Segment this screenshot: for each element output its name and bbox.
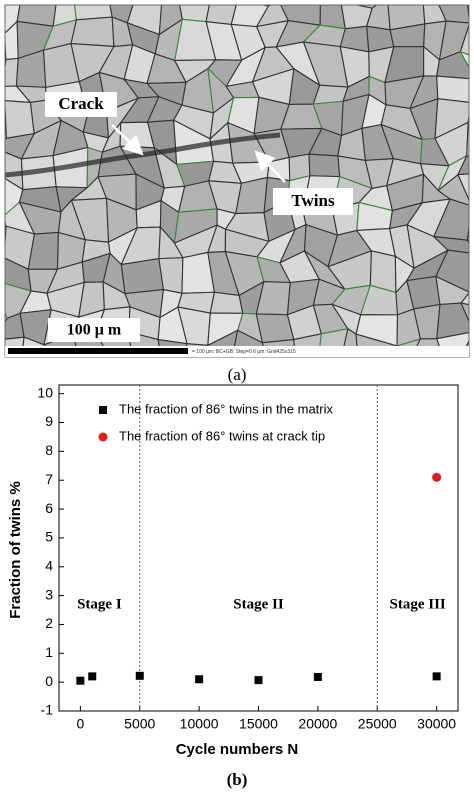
x-tick-label: 0 [76, 716, 84, 732]
x-tick-label: 30000 [417, 716, 456, 732]
stage-label: Stage III [389, 596, 445, 612]
grain [459, 50, 469, 69]
grain [406, 365, 450, 396]
grain [209, 291, 244, 314]
grain [251, 360, 296, 397]
grain [18, 353, 23, 357]
point [88, 672, 97, 681]
grain [457, 155, 469, 176]
grain [134, 368, 163, 399]
stage-label: Stage II [233, 596, 284, 612]
grain [460, 292, 469, 306]
twins-label: Twins [291, 191, 335, 210]
y-tick-label: 8 [45, 442, 53, 458]
grain [70, 16, 115, 47]
grain [5, 100, 35, 139]
grain [432, 235, 469, 254]
point [313, 672, 322, 681]
scale-label: 100 μ m [67, 322, 122, 339]
grain [460, 360, 474, 381]
info-strip [5, 346, 469, 357]
x-tick-label: 10000 [180, 716, 219, 732]
grain [358, 359, 393, 395]
grain [183, 358, 210, 393]
grain [155, 358, 191, 396]
grain [333, 359, 369, 386]
caption: (b) [227, 770, 248, 789]
grain [106, 353, 112, 357]
x-tick-label: 15000 [239, 716, 278, 732]
point [254, 676, 263, 685]
arrow [254, 150, 286, 183]
stage-label: Stage I [77, 596, 122, 612]
y-tick-label: 2 [45, 615, 53, 631]
grain [389, 363, 407, 397]
grain [436, 302, 469, 340]
grain [448, 360, 474, 395]
grain [438, 5, 469, 24]
grain [120, 257, 165, 295]
x-tick-label: 5000 [124, 716, 155, 732]
grain [365, 5, 391, 31]
grain [435, 249, 469, 293]
grain [460, 302, 469, 323]
y-tick-label: 6 [45, 500, 53, 516]
label-box [45, 92, 117, 117]
point [135, 671, 144, 680]
point [432, 472, 442, 482]
grain [466, 121, 469, 157]
grain [278, 360, 317, 385]
y-tick-label: 0 [45, 673, 53, 689]
y-tick-label: 4 [45, 557, 53, 573]
grain [51, 364, 81, 392]
grain [315, 366, 339, 384]
point [432, 672, 441, 681]
label-box [273, 188, 353, 215]
point [195, 675, 204, 684]
crack-label: Crack [58, 94, 104, 113]
legend-marker [98, 432, 108, 442]
arrow [111, 124, 144, 156]
y-tick-label: 3 [45, 586, 53, 602]
x-tick-label: 20000 [298, 716, 337, 732]
grain [468, 292, 469, 293]
legend-label: The fraction of 86° twins at crack tip [119, 428, 325, 443]
x-axis-label: Cycle numbers N [176, 741, 299, 758]
y-tick-label: 9 [45, 413, 53, 429]
grain [457, 173, 469, 202]
caption: (a) [228, 365, 247, 384]
y-tick-label: 7 [45, 471, 53, 487]
micrograph [5, 5, 474, 399]
grain [436, 75, 469, 103]
y-tick-label: 1 [45, 644, 53, 660]
grain [101, 353, 109, 357]
x-tick-label: 25000 [358, 716, 397, 732]
y-axis-label: Fraction of twins % [7, 481, 24, 619]
grain [308, 153, 341, 178]
point [76, 676, 85, 685]
y-tick-label: -1 [41, 702, 54, 718]
scale-info: = 100 µm; BC+GB; Step=0.6 µm; Grid425x31… [192, 349, 296, 355]
grain [459, 23, 469, 56]
legend-marker [99, 406, 107, 414]
label-box [48, 318, 140, 342]
legend-label: The fraction of 86° twins in the matrix [119, 401, 334, 416]
y-tick-label: 5 [45, 529, 53, 545]
scale-bar [8, 348, 188, 354]
y-tick-label: 10 [37, 384, 53, 400]
grain [436, 51, 469, 80]
